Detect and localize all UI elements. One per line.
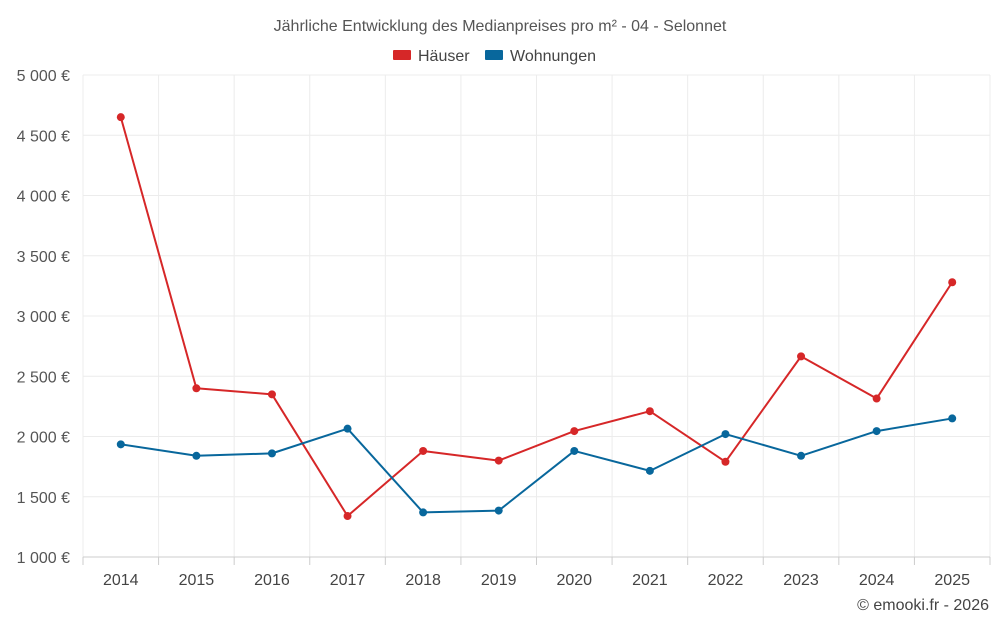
data-point-wohnungen[interactable] [192, 451, 201, 460]
legend-label: Häuser [418, 48, 470, 65]
x-tick-label: 2025 [934, 572, 970, 589]
data-point-haeuser[interactable] [343, 512, 352, 521]
y-tick-label: 1 000 € [17, 550, 70, 567]
y-tick-label: 3 500 € [17, 249, 70, 266]
legend-swatch [485, 50, 503, 60]
y-tick-label: 4 500 € [17, 128, 70, 145]
data-point-haeuser[interactable] [645, 407, 654, 416]
y-tick-label: 4 000 € [17, 189, 70, 206]
x-tick-label: 2021 [632, 572, 668, 589]
series-wohnungen [116, 414, 957, 517]
x-tick-label: 2022 [708, 572, 744, 589]
x-tick-label: 2018 [405, 572, 441, 589]
x-tick-label: 2020 [556, 572, 592, 589]
data-point-wohnungen[interactable] [872, 427, 881, 436]
data-point-wohnungen[interactable] [797, 451, 806, 460]
x-tick-label: 2017 [330, 572, 366, 589]
x-tick-label: 2024 [859, 572, 895, 589]
series-line-wohnungen [120, 417, 953, 514]
y-tick-label: 3 000 € [17, 309, 70, 326]
data-point-haeuser[interactable] [948, 278, 957, 287]
data-point-haeuser[interactable] [721, 457, 730, 466]
data-point-wohnungen[interactable] [343, 424, 352, 433]
y-tick-label: 2 500 € [17, 369, 70, 386]
y-tick-label: 1 500 € [17, 490, 70, 507]
chart-title: Jährliche Entwicklung des Medianpreises … [274, 18, 727, 35]
data-point-wohnungen[interactable] [948, 414, 957, 423]
y-tick-label: 2 000 € [17, 430, 70, 447]
data-point-wohnungen[interactable] [645, 466, 654, 475]
x-tick-label: 2016 [254, 572, 290, 589]
x-tick-label: 2019 [481, 572, 517, 589]
data-point-wohnungen[interactable] [721, 430, 730, 439]
axes: 1 000 € 1 500 € 2 000 € 2 500 € 3 000 € 3 500… [17, 68, 991, 589]
legend-swatch [393, 50, 411, 60]
legend-item-wohnungen[interactable]: Wohnungen [485, 48, 596, 65]
series-line-haeuser [119, 116, 954, 518]
x-tick-label: 2015 [179, 572, 215, 589]
data-point-haeuser[interactable] [872, 394, 881, 403]
series-haeuser [116, 113, 957, 521]
data-point-haeuser[interactable] [494, 456, 503, 465]
grid [82, 74, 991, 557]
data-point-haeuser[interactable] [570, 427, 579, 436]
data-point-haeuser[interactable] [419, 446, 428, 455]
data-point-wohnungen[interactable] [494, 506, 503, 515]
data-point-haeuser[interactable] [797, 352, 806, 361]
data-point-haeuser[interactable] [192, 384, 201, 393]
y-tick-label: 5 000 € [17, 68, 70, 85]
data-point-haeuser[interactable] [116, 113, 125, 122]
x-tick-label: 2023 [783, 572, 819, 589]
legend[interactable]: Häuser Wohnungen [393, 48, 596, 65]
legend-label: Wohnungen [510, 48, 596, 65]
data-point-haeuser[interactable] [267, 390, 276, 399]
data-point-wohnungen[interactable] [267, 449, 276, 458]
credit-text: © emooki.fr - 2026 [857, 597, 989, 614]
series [116, 113, 957, 521]
data-point-wohnungen[interactable] [116, 440, 125, 449]
data-point-wohnungen[interactable] [570, 446, 579, 455]
legend-item-haeuser[interactable]: Häuser [393, 48, 470, 65]
data-point-wohnungen[interactable] [419, 508, 428, 517]
x-tick-label: 2014 [103, 572, 139, 589]
